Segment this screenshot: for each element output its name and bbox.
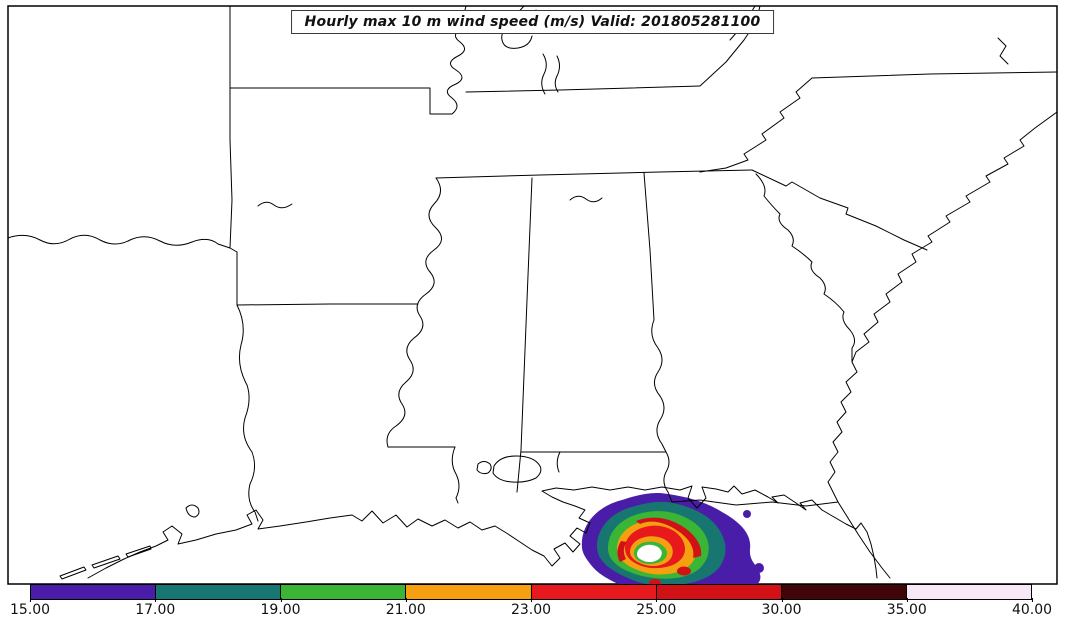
tx-barrier-island-3 — [125, 545, 152, 558]
mississippi-river-mid — [386, 177, 442, 448]
border-nc-va — [811, 71, 1057, 79]
wind-spot-25d — [649, 579, 661, 584]
tx-barrier-island-1 — [59, 566, 87, 580]
colorbar-segment — [405, 585, 531, 599]
colorbar-segment — [905, 585, 1031, 599]
border-al-ga — [643, 172, 667, 453]
colorbar-tick-label: 35.00 — [886, 598, 927, 618]
wind-spot-15a — [743, 510, 751, 518]
wind-streak-25a — [636, 517, 702, 558]
colorbar-segment — [655, 585, 781, 599]
lake-pontchartrain — [492, 455, 542, 483]
colorbar-segment — [780, 585, 906, 599]
colorbar-tick-label: 30.00 — [761, 598, 802, 618]
tx-barrier-island-2 — [91, 555, 121, 569]
colorbar-segment — [280, 585, 406, 599]
colorbar-segment — [31, 585, 156, 599]
wind-spot-25c — [677, 566, 691, 576]
lake-maurepas — [476, 461, 492, 475]
chesapeake-bit — [997, 37, 1009, 65]
border-mo-ar-bootheel — [229, 87, 453, 115]
arkansas-river-squiggle — [257, 201, 293, 209]
tennessee-river-squiggle — [569, 195, 603, 203]
barkley-lake — [554, 55, 560, 93]
savannah-river-ga-sc — [755, 173, 856, 363]
wind-spot-15b — [754, 563, 764, 573]
wind-contours — [581, 492, 764, 584]
border-nc-sc — [751, 169, 928, 251]
colorbar-tick-label: 25.00 — [636, 598, 677, 618]
border-ok-ar — [229, 6, 238, 306]
kentucky-lake — [541, 53, 547, 95]
galveston-lake — [185, 504, 200, 518]
border-tn-south — [435, 169, 753, 179]
wind-streak-25b — [617, 541, 627, 562]
gulf-coastline — [87, 485, 878, 579]
border-tn-nc — [699, 77, 813, 173]
colorbar-segment — [155, 585, 281, 599]
colorbar-tick-label: 19.00 — [260, 598, 301, 618]
map-title: Hourly max 10 m wind speed (m/s) Valid: … — [290, 10, 775, 34]
colorbar-ticks: 15.00 17.00 19.00 21.00 23.00 25.00 30.00 35.00… — [10, 598, 1052, 624]
border-ms-al — [516, 177, 533, 493]
colorbar — [30, 584, 1032, 600]
colorbar-tick-label: 17.00 — [135, 598, 176, 618]
perdido-river — [556, 451, 561, 473]
border-ar-la — [236, 303, 419, 306]
storm-eye — [637, 544, 662, 563]
colorbar-tick-label: 21.00 — [385, 598, 426, 618]
pearl-river — [451, 446, 460, 504]
state-boundaries — [8, 6, 1057, 580]
colorbar-tick-label: 15.00 — [9, 598, 51, 618]
map-title-text: Hourly max 10 m wind speed (m/s) Valid: … — [304, 14, 761, 30]
map-frame — [7, 5, 1058, 585]
red-river — [8, 234, 231, 249]
colorbar-tick-label: 23.00 — [510, 598, 552, 618]
colorbar-segments — [31, 585, 1031, 599]
atlantic-coastline — [827, 111, 1057, 579]
colorbar-segment — [530, 585, 656, 599]
border-ky-tn — [465, 85, 701, 93]
colorbar-tick-label: 40.00 — [1011, 598, 1053, 618]
sabine-river-tx-la — [236, 304, 259, 522]
